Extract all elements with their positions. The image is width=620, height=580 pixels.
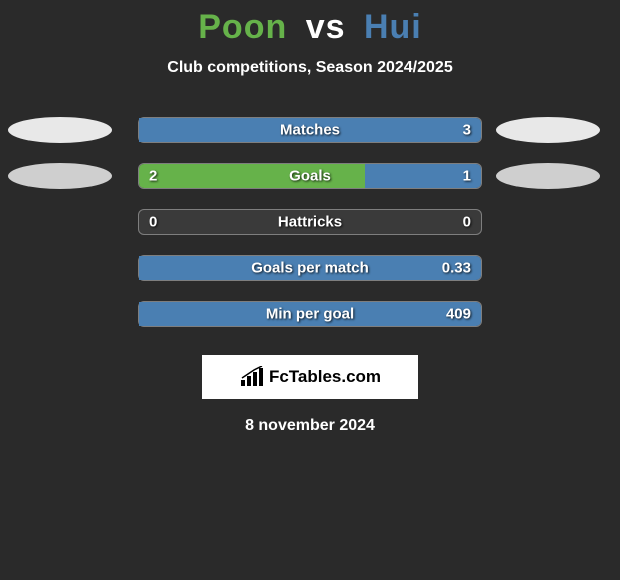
stat-row: Hattricks 0 0 [0, 199, 620, 245]
player1-marker [8, 163, 112, 189]
stat-row: Goals 2 1 [0, 153, 620, 199]
player2-name: Hui [364, 8, 422, 46]
brand-chart-icon [239, 366, 265, 388]
date-label: 8 november 2024 [0, 417, 620, 435]
stat-value-right: 0.33 [442, 260, 471, 277]
stat-value-right: 0 [463, 214, 471, 231]
stat-value-right: 3 [463, 122, 471, 139]
player2-marker [496, 163, 600, 189]
stat-row: Goals per match 0.33 [0, 245, 620, 291]
stat-bar: Hattricks 0 0 [138, 209, 482, 235]
stat-bar: Goals per match 0.33 [138, 255, 482, 281]
stat-value-left: 0 [149, 214, 157, 231]
vs-label: vs [306, 8, 346, 46]
stat-label: Goals per match [251, 260, 369, 277]
comparison-widget: Poon vs Hui Club competitions, Season 20… [0, 0, 620, 580]
stat-label: Goals [289, 168, 331, 185]
stat-row: Matches 3 [0, 107, 620, 153]
stat-value-left: 2 [149, 168, 157, 185]
player1-marker [8, 117, 112, 143]
brand-badge[interactable]: FcTables.com [202, 355, 418, 399]
stat-label: Min per goal [266, 306, 354, 323]
stat-bar: Matches 3 [138, 117, 482, 143]
stat-label: Hattricks [278, 214, 342, 231]
page-title: Poon vs Hui [0, 8, 620, 47]
player1-name: Poon [198, 8, 287, 46]
stat-row: Min per goal 409 [0, 291, 620, 337]
stat-label: Matches [280, 122, 340, 139]
subtitle: Club competitions, Season 2024/2025 [0, 59, 620, 77]
stat-bar: Min per goal 409 [138, 301, 482, 327]
player2-marker [496, 117, 600, 143]
stat-value-right: 409 [446, 306, 471, 323]
stat-bar: Goals 2 1 [138, 163, 482, 189]
stat-value-right: 1 [463, 168, 471, 185]
stats-rows: Matches 3 Goals 2 1 Hattricks 0 0 Goals per matc… [0, 107, 620, 337]
brand-text: FcTables.com [269, 367, 381, 387]
